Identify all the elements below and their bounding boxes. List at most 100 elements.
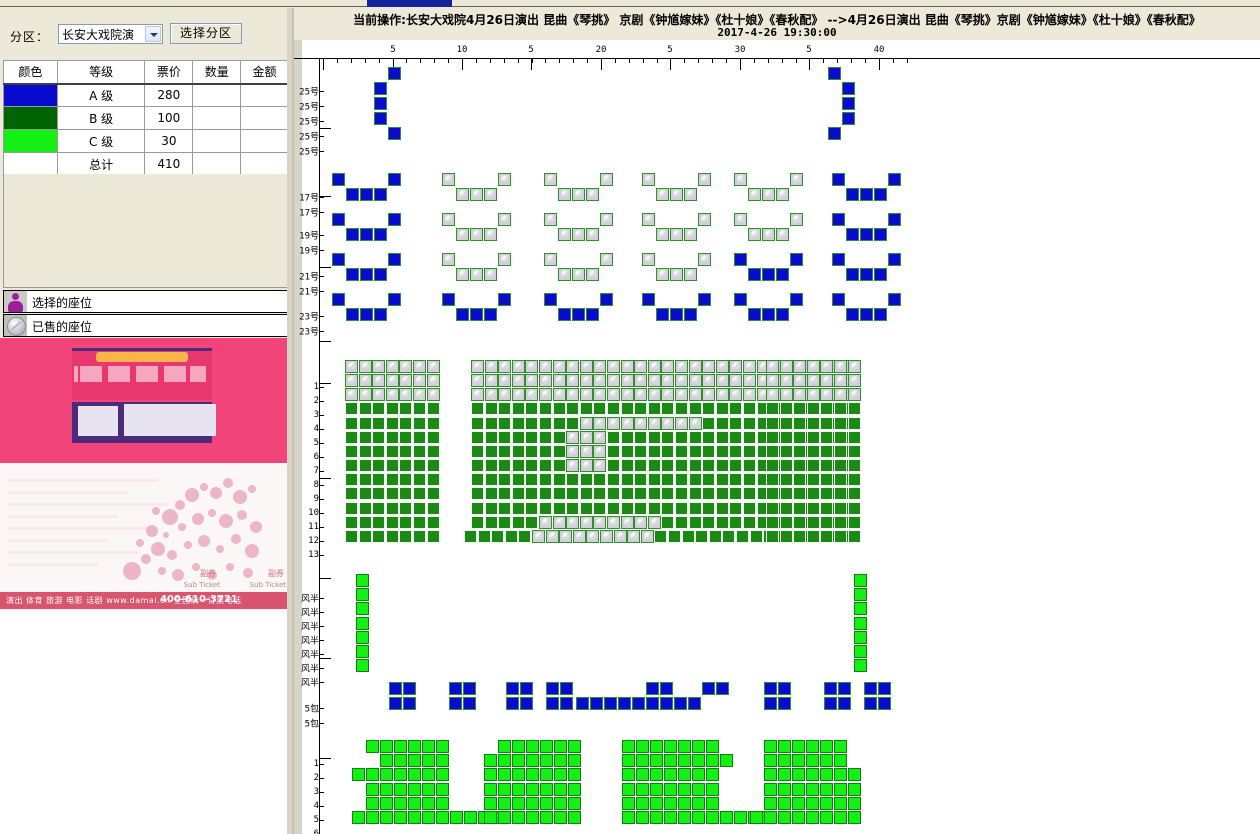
- seat[interactable]: [878, 697, 891, 710]
- seat[interactable]: [386, 388, 399, 401]
- seat[interactable]: [593, 431, 606, 444]
- seat[interactable]: [834, 388, 847, 401]
- seat[interactable]: [374, 308, 387, 321]
- seat[interactable]: [778, 797, 791, 810]
- seat[interactable]: [766, 530, 779, 543]
- seat[interactable]: [780, 445, 793, 458]
- seat[interactable]: [656, 308, 669, 321]
- seat[interactable]: [780, 417, 793, 430]
- seat[interactable]: [593, 516, 606, 529]
- seat[interactable]: [702, 417, 715, 430]
- seat[interactable]: [372, 459, 385, 472]
- seat[interactable]: [345, 388, 358, 401]
- seat[interactable]: [427, 487, 440, 500]
- seat[interactable]: [470, 268, 483, 281]
- seat[interactable]: [828, 127, 841, 140]
- seat[interactable]: [484, 783, 497, 796]
- seat[interactable]: [702, 516, 715, 529]
- seat[interactable]: [413, 445, 426, 458]
- seat[interactable]: [743, 374, 756, 387]
- seat[interactable]: [593, 360, 606, 373]
- seat[interactable]: [386, 402, 399, 415]
- seat[interactable]: [848, 417, 861, 430]
- seat[interactable]: [560, 682, 573, 695]
- seat[interactable]: [766, 374, 779, 387]
- seat[interactable]: [689, 473, 702, 486]
- seat[interactable]: [834, 402, 847, 415]
- seat[interactable]: [650, 783, 663, 796]
- seat[interactable]: [660, 682, 673, 695]
- seat[interactable]: [553, 402, 566, 415]
- seat[interactable]: [675, 431, 688, 444]
- seat[interactable]: [675, 516, 688, 529]
- seat[interactable]: [790, 253, 803, 266]
- seat[interactable]: [834, 783, 847, 796]
- seat[interactable]: [678, 740, 691, 753]
- seat[interactable]: [380, 811, 393, 824]
- seat[interactable]: [498, 811, 511, 824]
- seat[interactable]: [793, 402, 806, 415]
- select-zone-button[interactable]: 选择分区: [170, 23, 242, 44]
- seat[interactable]: [520, 697, 533, 710]
- seat[interactable]: [778, 740, 791, 753]
- seat[interactable]: [764, 697, 777, 710]
- seat[interactable]: [793, 374, 806, 387]
- seat[interactable]: [498, 374, 511, 387]
- seat[interactable]: [512, 797, 525, 810]
- seat[interactable]: [408, 768, 421, 781]
- seat[interactable]: [778, 768, 791, 781]
- seat[interactable]: [661, 431, 674, 444]
- seat[interactable]: [834, 502, 847, 515]
- seat[interactable]: [427, 402, 440, 415]
- seat[interactable]: [388, 253, 401, 266]
- seat[interactable]: [512, 487, 525, 500]
- seat[interactable]: [600, 293, 613, 306]
- active-tab-indicator[interactable]: [367, 0, 452, 7]
- seat[interactable]: [846, 188, 859, 201]
- seat[interactable]: [684, 228, 697, 241]
- seat[interactable]: [359, 417, 372, 430]
- seat[interactable]: [394, 797, 407, 810]
- seat[interactable]: [485, 431, 498, 444]
- seat[interactable]: [498, 253, 511, 266]
- seat[interactable]: [636, 783, 649, 796]
- seat[interactable]: [766, 516, 779, 529]
- seat[interactable]: [520, 682, 533, 695]
- seat[interactable]: [408, 740, 421, 753]
- seat[interactable]: [380, 740, 393, 753]
- seat[interactable]: [607, 473, 620, 486]
- seat[interactable]: [634, 487, 647, 500]
- seat[interactable]: [764, 783, 777, 796]
- seat[interactable]: [689, 459, 702, 472]
- seat[interactable]: [471, 502, 484, 515]
- seat[interactable]: [636, 797, 649, 810]
- seat[interactable]: [442, 213, 455, 226]
- seat[interactable]: [558, 268, 571, 281]
- seat[interactable]: [702, 360, 715, 373]
- seat[interactable]: [776, 228, 789, 241]
- seat[interactable]: [750, 530, 763, 543]
- seat[interactable]: [607, 459, 620, 472]
- seat[interactable]: [399, 402, 412, 415]
- seat[interactable]: [648, 431, 661, 444]
- seat[interactable]: [661, 417, 674, 430]
- seat[interactable]: [478, 530, 491, 543]
- seat[interactable]: [413, 417, 426, 430]
- seat[interactable]: [820, 487, 833, 500]
- seat[interactable]: [776, 268, 789, 281]
- seat[interactable]: [539, 417, 552, 430]
- seat[interactable]: [450, 811, 463, 824]
- seat[interactable]: [399, 459, 412, 472]
- seat[interactable]: [360, 188, 373, 201]
- seat[interactable]: [848, 811, 861, 824]
- seat[interactable]: [706, 797, 719, 810]
- seat[interactable]: [674, 697, 687, 710]
- seat[interactable]: [463, 682, 476, 695]
- price-table-row[interactable]: C 级 30: [3, 129, 289, 153]
- seat[interactable]: [661, 516, 674, 529]
- seat[interactable]: [408, 797, 421, 810]
- seat[interactable]: [498, 797, 511, 810]
- seat[interactable]: [648, 516, 661, 529]
- seat[interactable]: [706, 754, 719, 767]
- seat[interactable]: [778, 811, 791, 824]
